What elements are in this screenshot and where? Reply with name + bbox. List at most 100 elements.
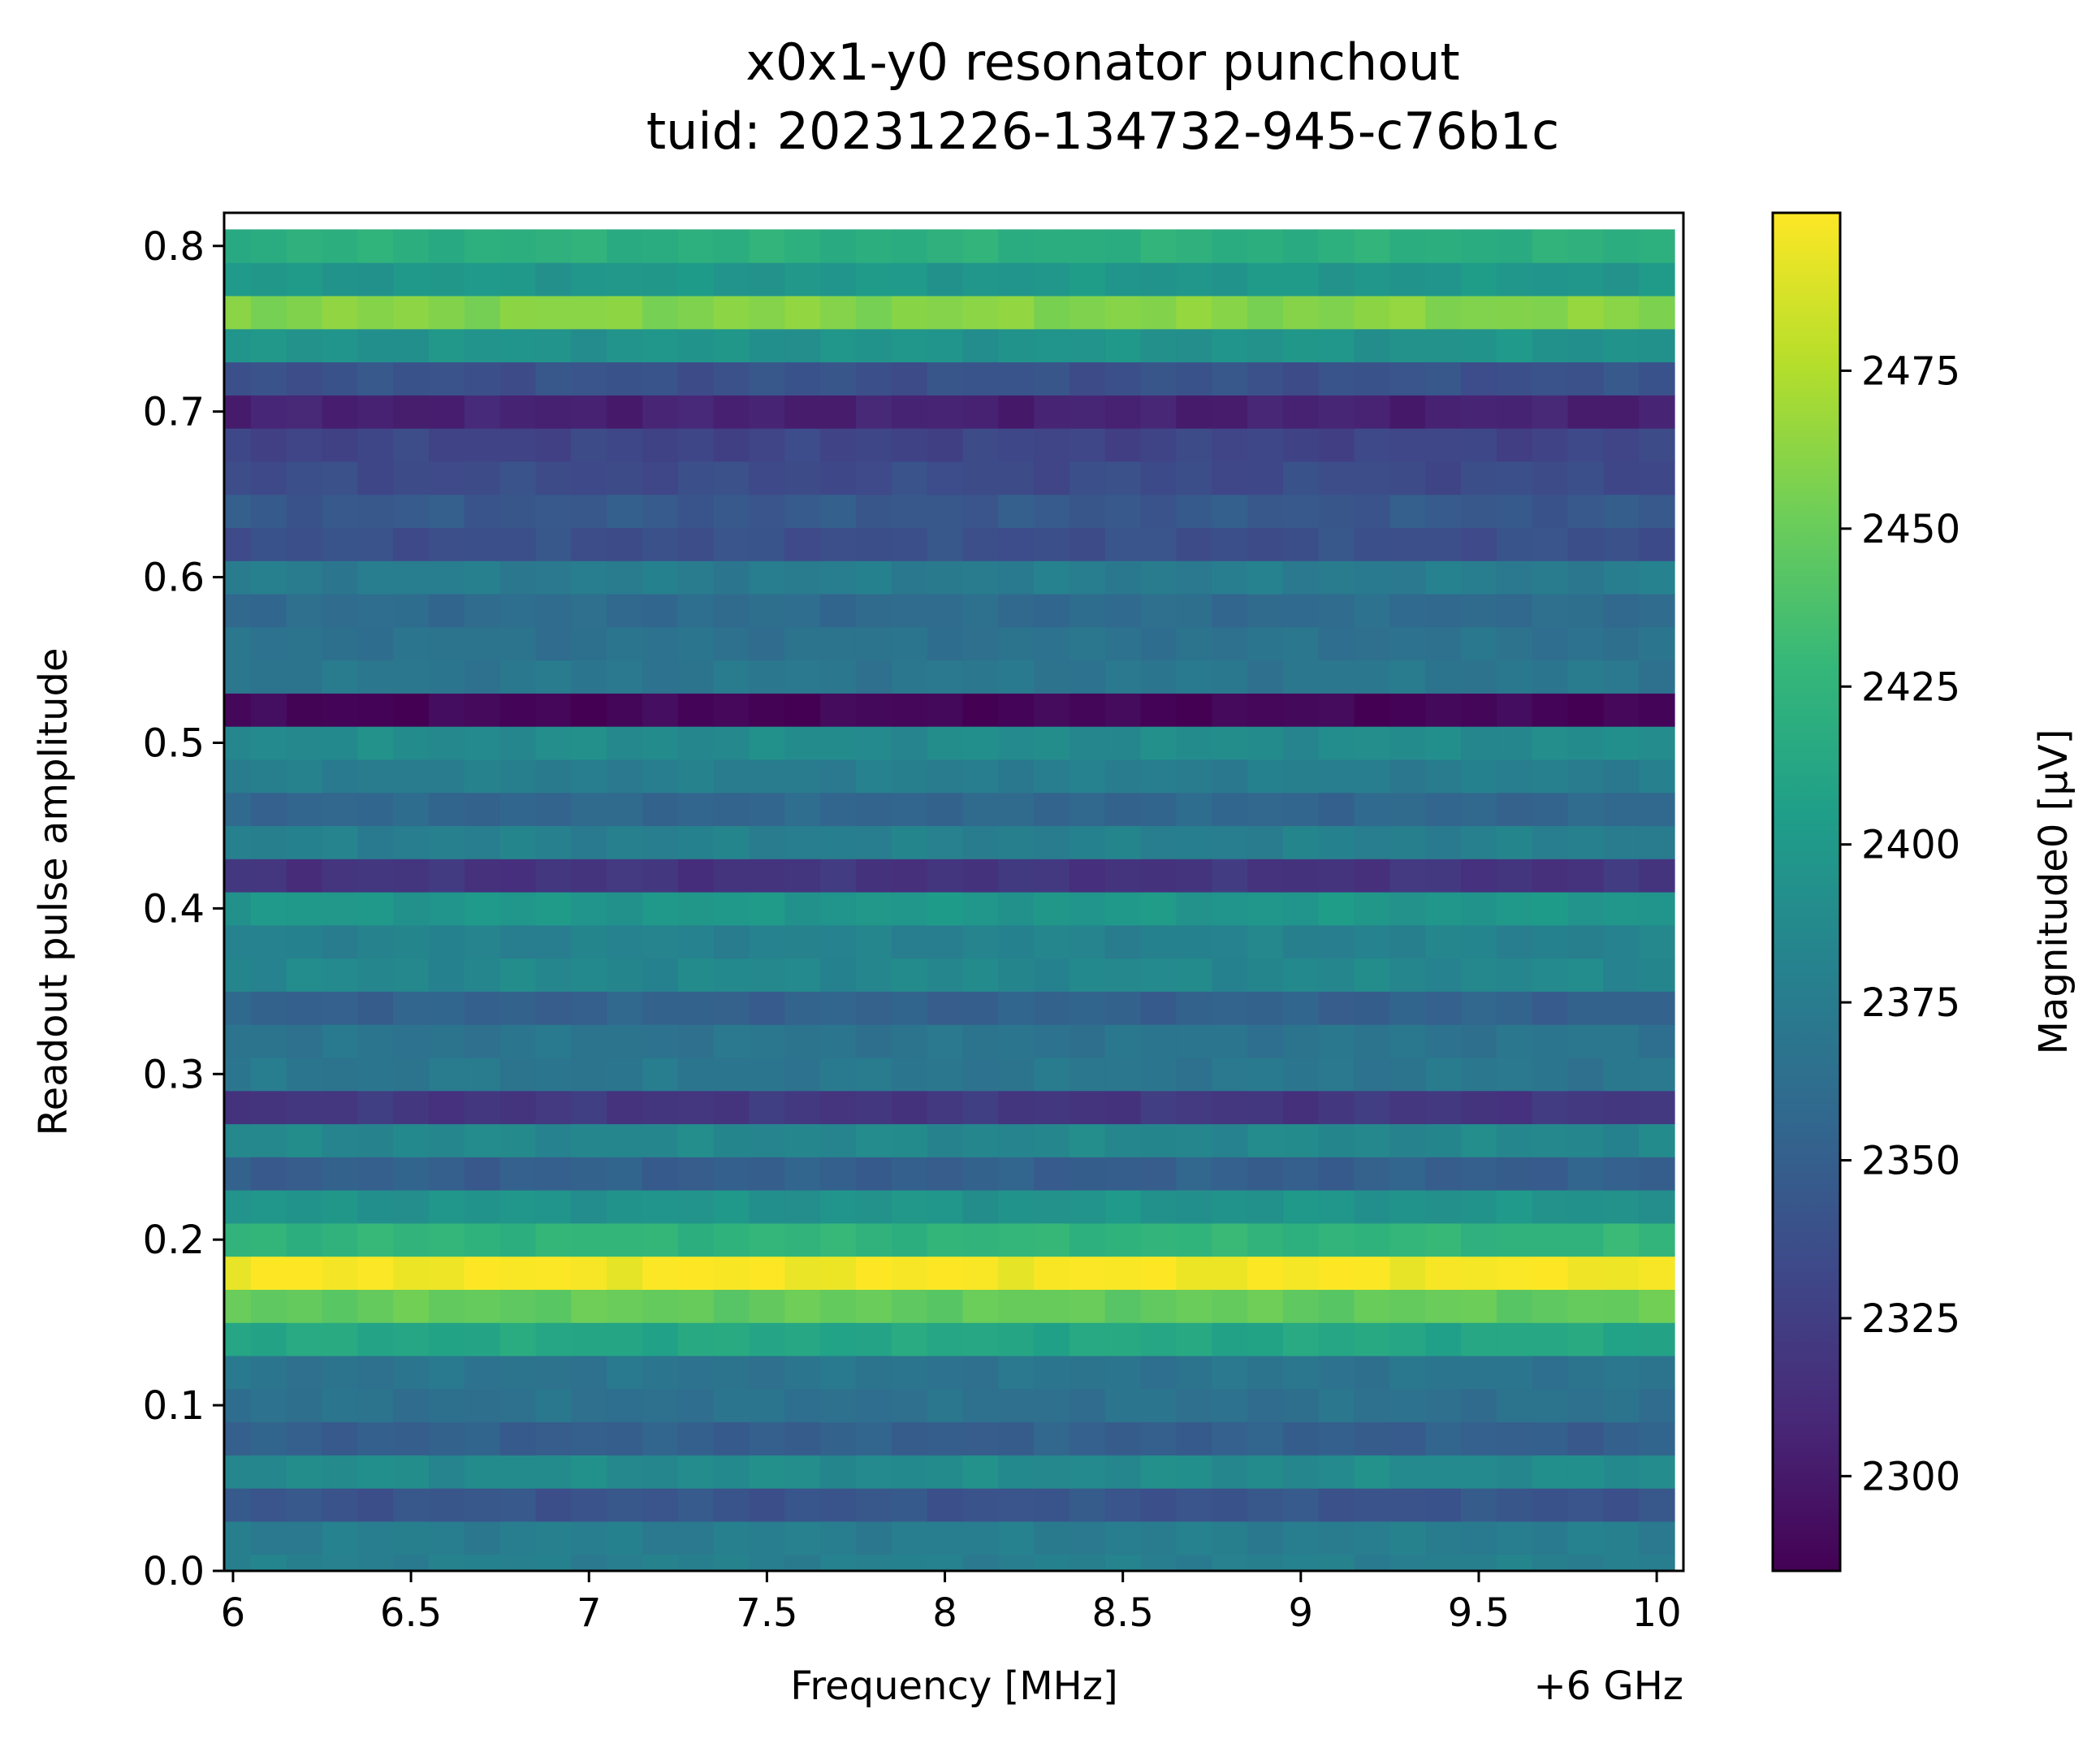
heatmap-cell: [1318, 395, 1355, 429]
heatmap-cell: [1318, 1123, 1355, 1157]
heatmap-cell: [571, 262, 607, 296]
heatmap-cell: [855, 1190, 892, 1224]
heatmap-cell: [1567, 1388, 1604, 1423]
heatmap-cell: [535, 395, 572, 429]
heatmap-cell: [499, 328, 537, 363]
heatmap-cell: [1069, 1355, 1106, 1390]
heatmap-cell: [677, 328, 715, 363]
heatmap-cell: [322, 1256, 358, 1290]
heatmap-cell: [607, 825, 643, 859]
heatmap-cell: [1567, 1289, 1604, 1323]
x-tick-label: 7.5: [736, 1590, 797, 1636]
heatmap-cell: [1461, 660, 1497, 694]
heatmap-cell: [1532, 1388, 1569, 1423]
heatmap-cell: [224, 1355, 252, 1390]
heatmap-cell: [1104, 825, 1142, 859]
heatmap-cell: [1639, 1090, 1675, 1125]
heatmap-cell: [357, 1355, 394, 1390]
heatmap-cell: [1532, 262, 1569, 296]
heatmap-cell: [1176, 1190, 1212, 1224]
heatmap-cell: [1496, 759, 1533, 794]
heatmap-cell: [962, 1289, 999, 1323]
heatmap-cell: [1176, 660, 1212, 694]
heatmap-cell: [1496, 892, 1533, 926]
heatmap-cell: [1069, 859, 1106, 893]
heatmap-cell: [1532, 1222, 1569, 1257]
heatmap-cell: [1140, 262, 1177, 296]
heatmap-cell: [1247, 1123, 1284, 1157]
heatmap-cell: [607, 1554, 643, 1572]
heatmap-cell: [250, 660, 287, 694]
heatmap-cell: [1212, 1190, 1248, 1224]
heatmap-cell: [927, 792, 964, 827]
heatmap-cell: [1034, 1488, 1070, 1522]
heatmap-cell: [1140, 527, 1177, 561]
heatmap-cell: [1567, 428, 1604, 462]
heatmap-cell: [464, 494, 501, 529]
heatmap-cell: [1104, 1090, 1142, 1125]
heatmap-cell: [322, 361, 358, 396]
heatmap-cell: [713, 759, 750, 794]
heatmap-cell: [1567, 693, 1604, 727]
heatmap-cell: [1176, 1355, 1212, 1390]
heatmap-cell: [224, 958, 252, 992]
heatmap-cell: [1461, 693, 1497, 727]
heatmap-cell: [1282, 1289, 1320, 1323]
heatmap-cell: [1140, 1455, 1177, 1489]
heatmap-cell: [571, 1123, 607, 1157]
heatmap-cell: [820, 328, 857, 363]
heatmap-cell: [962, 1190, 999, 1224]
heatmap-cell: [464, 527, 501, 561]
heatmap-cell: [1318, 1157, 1355, 1191]
heatmap-cell: [1461, 1355, 1497, 1390]
heatmap-cell: [1212, 825, 1248, 859]
heatmap-cell: [1247, 262, 1284, 296]
heatmap-cell: [357, 1157, 394, 1191]
heatmap-cell: [855, 262, 892, 296]
heatmap-cell: [499, 1521, 537, 1555]
heatmap-cell: [1176, 693, 1212, 727]
heatmap-cell: [1034, 991, 1070, 1025]
heatmap-cell: [927, 428, 964, 462]
heatmap-cell: [535, 792, 572, 827]
heatmap-cell: [535, 1123, 572, 1157]
heatmap-cell: [393, 859, 430, 893]
heatmap-cell: [1104, 229, 1142, 263]
heatmap-cell: [713, 859, 750, 893]
heatmap-cell: [224, 1190, 252, 1224]
heatmap-cell: [250, 1024, 287, 1058]
heatmap-cell: [1140, 759, 1177, 794]
heatmap-cell: [1069, 494, 1106, 529]
heatmap-cell: [429, 494, 465, 529]
heatmap-cell: [1639, 693, 1675, 727]
heatmap-cell: [1496, 494, 1533, 529]
heatmap-cell: [891, 1355, 928, 1390]
heatmap-cell: [891, 660, 928, 694]
heatmap-cell: [1212, 1222, 1248, 1257]
heatmap-cell: [1389, 1421, 1426, 1456]
heatmap-cell: [1104, 991, 1142, 1025]
heatmap-cell: [891, 262, 928, 296]
heatmap-cell: [1461, 1057, 1497, 1092]
heatmap-cell: [393, 1157, 430, 1191]
heatmap-cell: [962, 494, 999, 529]
heatmap-cell: [393, 991, 430, 1025]
heatmap-cell: [1212, 1157, 1248, 1191]
heatmap-cell: [1603, 693, 1640, 727]
heatmap-cell: [713, 295, 750, 330]
heatmap-cell: [1247, 892, 1284, 926]
heatmap-cell: [393, 958, 430, 992]
heatmap-cell: [571, 494, 607, 529]
heatmap-cell: [1567, 295, 1604, 330]
heatmap-cell: [820, 527, 857, 561]
heatmap-cell: [784, 1421, 821, 1456]
heatmap-cell: [286, 1421, 323, 1456]
heatmap-cell: [571, 1455, 607, 1489]
heatmap-cell: [1104, 1421, 1142, 1456]
heatmap-cell: [891, 560, 928, 595]
heatmap-cell: [1034, 792, 1070, 827]
heatmap-cell: [1212, 295, 1248, 330]
heatmap-cell: [1318, 1057, 1355, 1092]
heatmap-cell: [357, 1388, 394, 1423]
heatmap-cell: [1069, 958, 1106, 992]
